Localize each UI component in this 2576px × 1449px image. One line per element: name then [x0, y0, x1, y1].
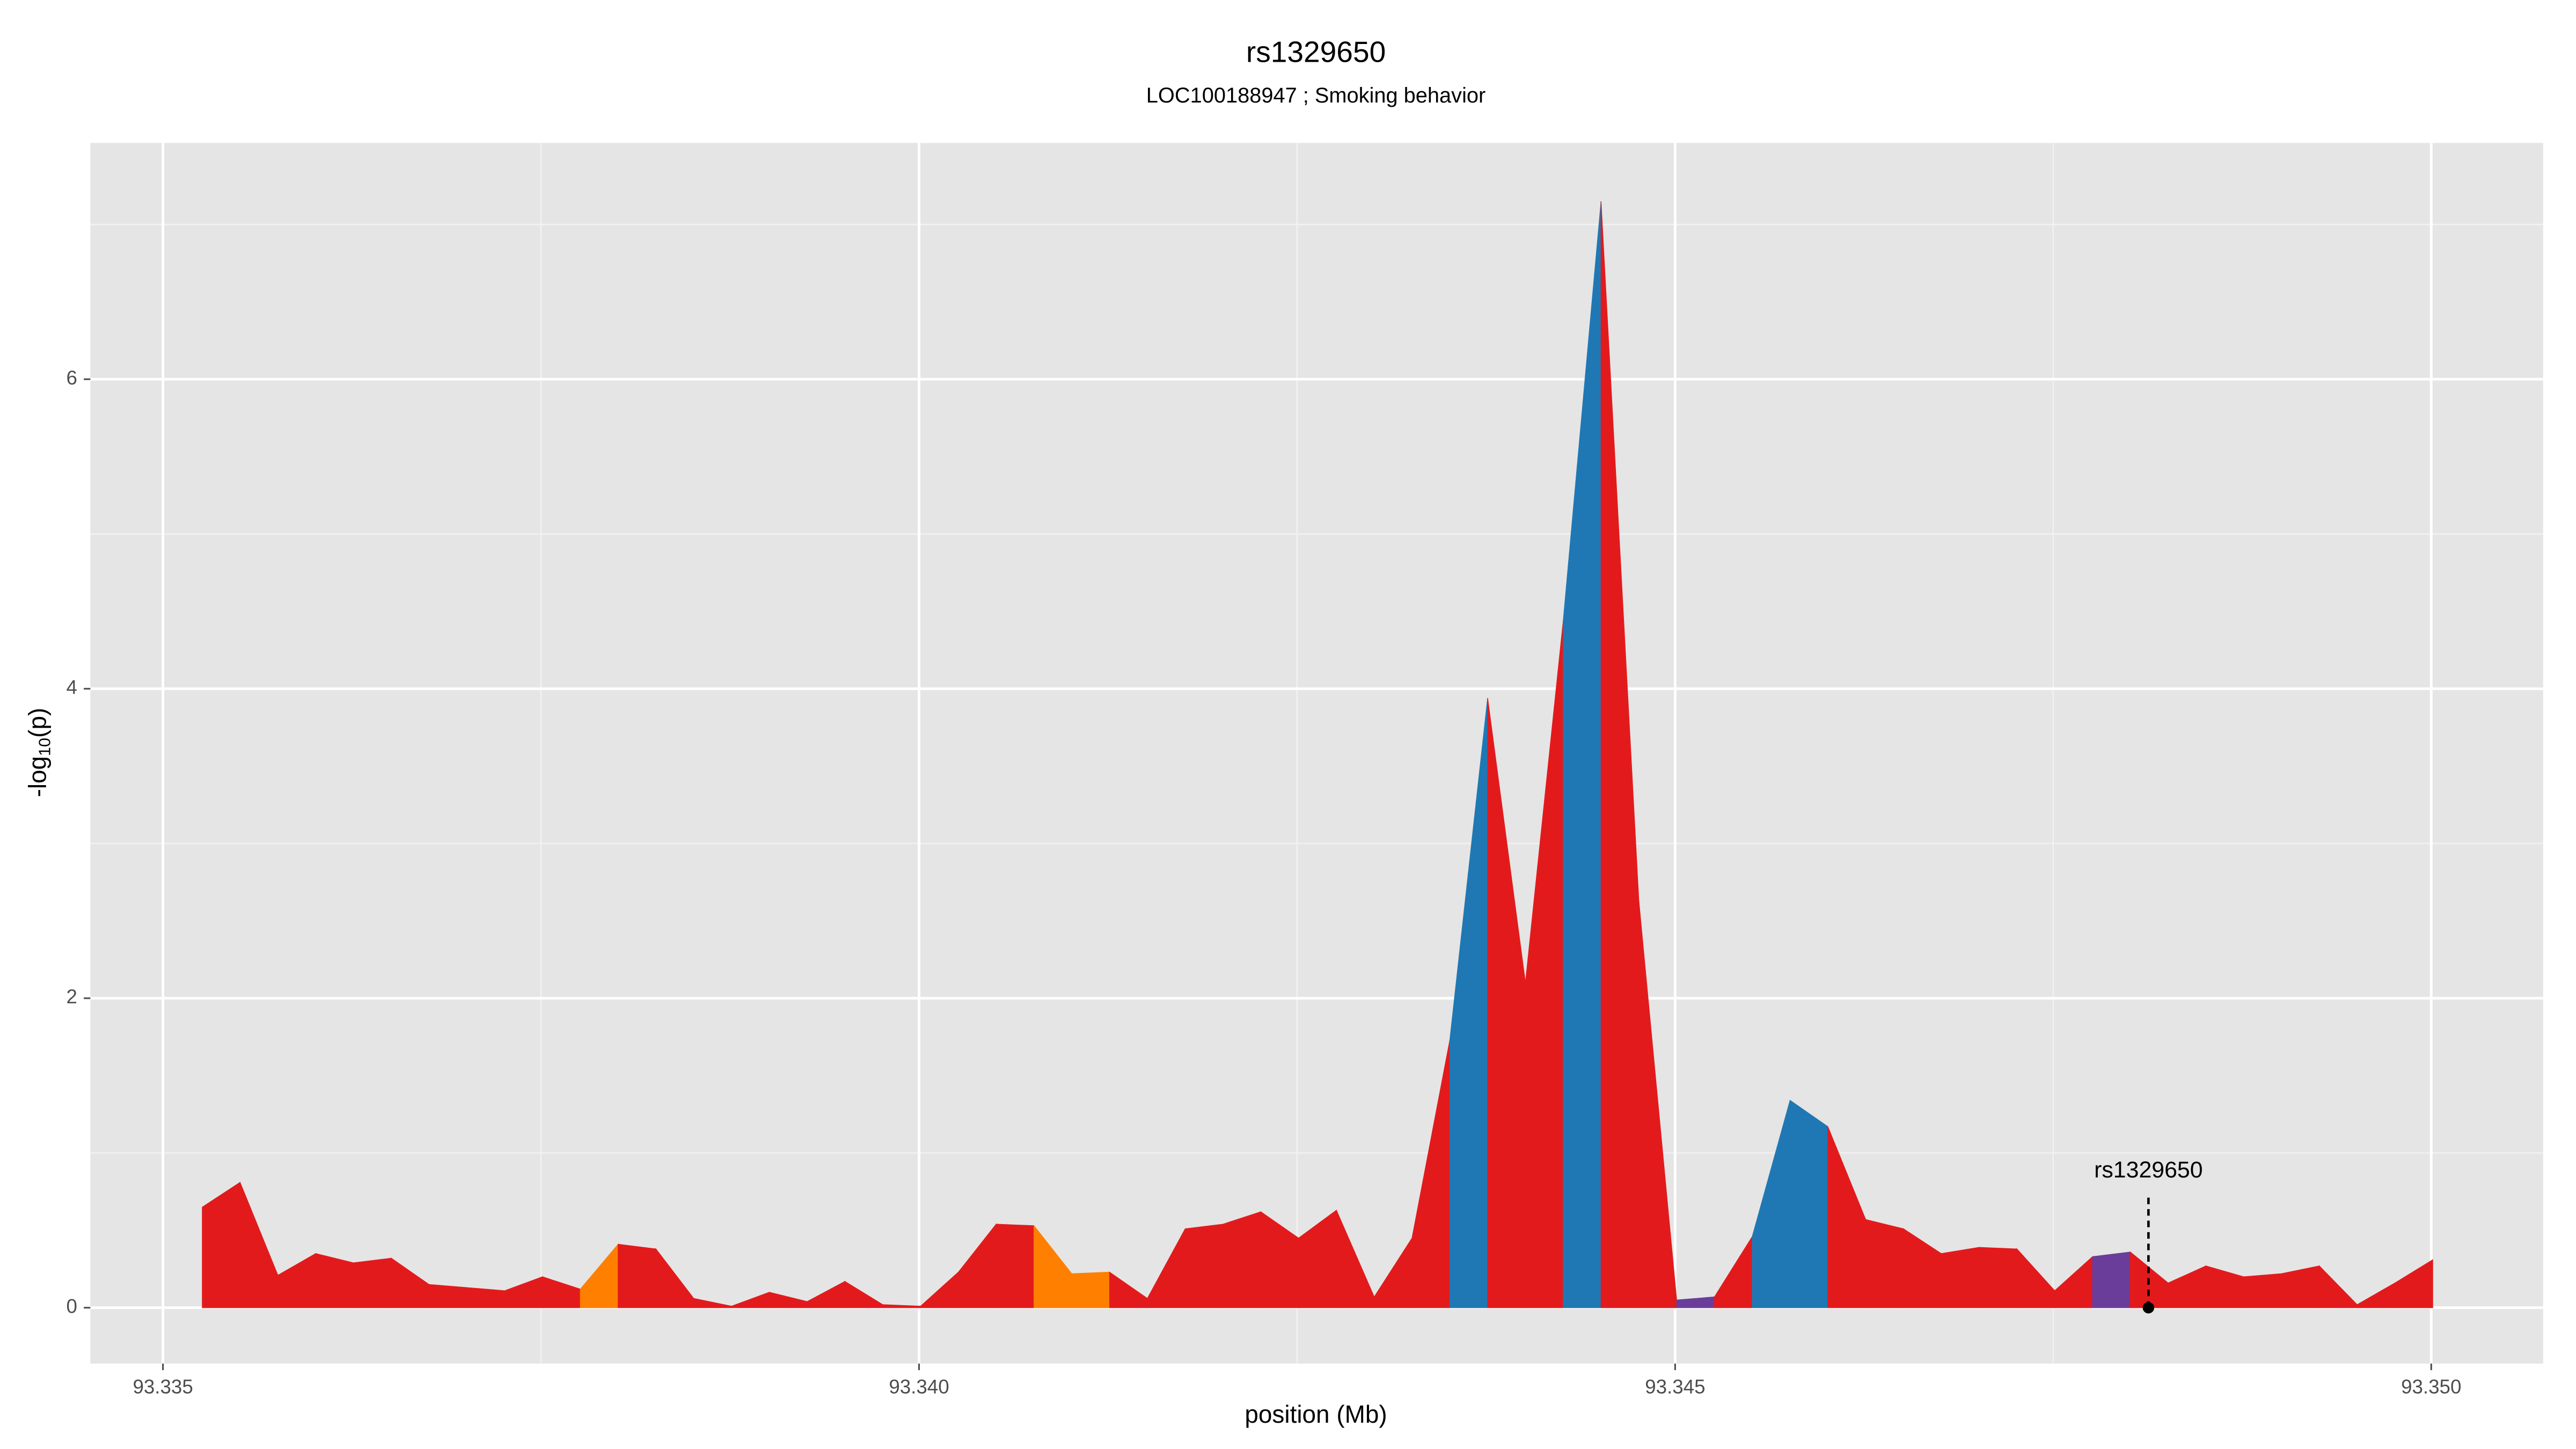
x-tick-label: 93.335	[133, 1375, 193, 1397]
y-label-part: -log	[24, 756, 52, 797]
area-segment	[1979, 1247, 2017, 1308]
x-axis-label: position (Mb)	[1245, 1400, 1387, 1428]
area-segment	[1071, 1271, 1110, 1308]
area-segment	[618, 1243, 656, 1308]
x-tick-label: 93.345	[1645, 1375, 1705, 1397]
area-segment	[1941, 1247, 1980, 1308]
area-segment	[996, 1224, 1035, 1308]
plot-panel	[90, 143, 2543, 1364]
area-segment	[315, 1253, 354, 1308]
y-tick-label: 6	[66, 367, 77, 389]
area-segment	[2092, 1252, 2131, 1308]
area-segment	[2281, 1265, 2320, 1308]
chart-title: rs1329650	[1246, 35, 1386, 69]
area-segment	[1789, 1100, 1828, 1308]
area-segment	[1184, 1224, 1224, 1308]
x-tick-label: 93.350	[2401, 1375, 2461, 1397]
y-axis-label: -log10(p)	[24, 708, 54, 797]
annotation-label: rs1329650	[2094, 1157, 2202, 1183]
area-segment	[428, 1284, 467, 1308]
y-tick-label: 4	[66, 676, 77, 698]
area-segment	[1865, 1219, 1904, 1308]
chart-subtitle: LOC100188947 ; Smoking behavior	[1146, 84, 1486, 107]
y-label-part: (p)	[24, 708, 52, 738]
area-segment	[1223, 1211, 1261, 1308]
area-segment	[466, 1287, 506, 1308]
y-tick-label: 0	[66, 1295, 77, 1317]
x-tick-label: 93.340	[889, 1375, 949, 1397]
y-label-subscript: 10	[36, 738, 54, 756]
area-segment	[2395, 1259, 2433, 1308]
y-tick-label: 2	[66, 986, 77, 1008]
area-segment	[353, 1257, 392, 1308]
annotation-point	[2142, 1302, 2155, 1314]
area-segment	[2243, 1273, 2282, 1308]
